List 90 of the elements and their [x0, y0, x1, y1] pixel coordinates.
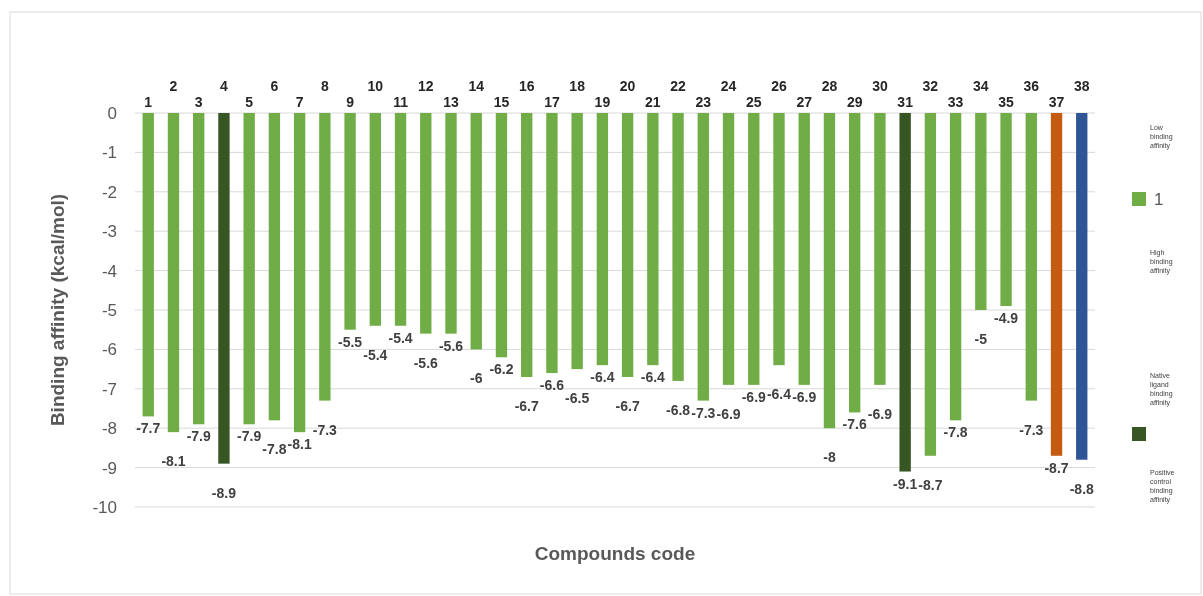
x-tick-label: 2	[169, 78, 178, 94]
y-tick-label: 0	[107, 103, 117, 123]
legend-label: 1	[1154, 190, 1164, 209]
x-tick-label: 5	[245, 94, 254, 110]
data-label: -7.8	[943, 424, 968, 441]
x-tick-label: 19	[594, 94, 611, 110]
data-label: -7.8	[262, 441, 287, 458]
data-label: -8.9	[211, 484, 237, 501]
data-label: -7.3	[691, 404, 716, 421]
x-tick-label: 28	[821, 78, 838, 94]
x-tick-label: 10	[367, 78, 384, 94]
x-tick-label: 3	[194, 94, 203, 110]
data-label: -7.6	[842, 416, 867, 433]
x-tick-label: 36	[1023, 78, 1040, 94]
y-tick-label: -7	[101, 379, 117, 399]
data-label: -6.7	[615, 397, 640, 414]
y-axis-title: Binding affinity (kcal/mol)	[47, 193, 68, 427]
data-label: -6.9	[716, 405, 741, 422]
data-label: -6	[470, 370, 483, 387]
data-label: -6.9	[741, 388, 767, 405]
y-tick-label: -9	[101, 458, 117, 478]
x-tick-label: 11	[393, 94, 409, 110]
x-tick-label: 25	[745, 94, 762, 110]
x-tick-label: 30	[872, 78, 888, 94]
y-tick-label: -8	[101, 419, 117, 439]
data-label: -8.1	[161, 453, 186, 470]
y-tick-label: -5	[101, 300, 117, 320]
x-tick-label: 33	[947, 94, 964, 110]
x-tick-label: 31	[897, 94, 914, 110]
x-tick-label: 26	[771, 78, 787, 94]
x-tick-label: 23	[695, 94, 712, 110]
data-label: -8.7	[918, 476, 943, 493]
x-tick-label: 9	[346, 94, 355, 110]
data-label: -8.1	[287, 436, 312, 453]
x-tick-label: 8	[320, 78, 329, 94]
x-tick-label: 22	[670, 78, 687, 94]
data-label: -8.8	[1069, 480, 1095, 497]
y-tick-label: -1	[101, 143, 117, 163]
data-label: -6.4	[590, 369, 615, 386]
data-label: -6.8	[666, 401, 691, 418]
x-tick-label: 16	[518, 78, 535, 94]
data-label: -7.3	[1019, 421, 1044, 438]
x-tick-label: 37	[1048, 94, 1065, 110]
x-tick-label: 20	[619, 78, 636, 94]
data-label: -6.2	[489, 361, 514, 378]
data-label: -6.6	[539, 377, 565, 394]
data-label: -7.3	[312, 421, 338, 438]
data-label: -5	[974, 331, 988, 347]
data-label: -6.4	[640, 369, 666, 386]
x-tick-label: 24	[720, 78, 737, 94]
data-label: -7.7	[136, 420, 161, 437]
x-tick-label: 32	[922, 78, 939, 94]
x-tick-label: 38	[1073, 78, 1090, 94]
x-tick-label: 15	[493, 94, 510, 110]
data-label: -9.1	[893, 475, 918, 492]
data-label: -4.9	[994, 310, 1019, 327]
y-tick-label: -4	[101, 261, 117, 281]
data-label: -6.9	[867, 405, 893, 422]
data-label: -8.7	[1044, 459, 1069, 476]
data-label: -6.5	[565, 390, 590, 407]
data-label: -7.9	[237, 428, 262, 445]
y-tick-label: -3	[101, 222, 117, 242]
data-label: -5.6	[413, 354, 439, 371]
y-tick-label: -10	[92, 497, 117, 517]
x-tick-label: 35	[998, 94, 1015, 110]
data-label: -6.9	[792, 388, 817, 405]
data-label: -7.9	[186, 428, 211, 445]
x-axis-title: Compounds code	[534, 543, 696, 564]
x-tick-label: 12	[417, 78, 434, 94]
x-tick-label: 6	[270, 78, 279, 94]
y-tick-label: -2	[101, 182, 117, 202]
x-tick-label: 34	[973, 78, 989, 94]
x-tick-label: 1	[144, 94, 153, 110]
x-tick-label: 21	[645, 94, 661, 110]
x-tick-label: 13	[443, 94, 459, 110]
x-tick-label: 27	[796, 94, 813, 110]
x-tick-label: 29	[846, 94, 863, 110]
x-tick-label: 4	[220, 78, 229, 94]
y-tick-label: -6	[101, 340, 117, 360]
x-tick-label: 17	[544, 94, 560, 110]
data-label: -6.4	[766, 386, 792, 403]
x-tick-label: 7	[295, 94, 304, 110]
x-tick-label: 14	[468, 78, 485, 94]
data-label: -5.6	[438, 337, 464, 354]
data-label: -6.7	[514, 397, 539, 414]
data-label: -8	[823, 449, 836, 466]
data-label: -5.4	[388, 329, 413, 346]
data-label: -5.4	[363, 346, 388, 363]
data-label: -5.5	[338, 333, 363, 350]
x-tick-label: 18	[569, 78, 586, 94]
